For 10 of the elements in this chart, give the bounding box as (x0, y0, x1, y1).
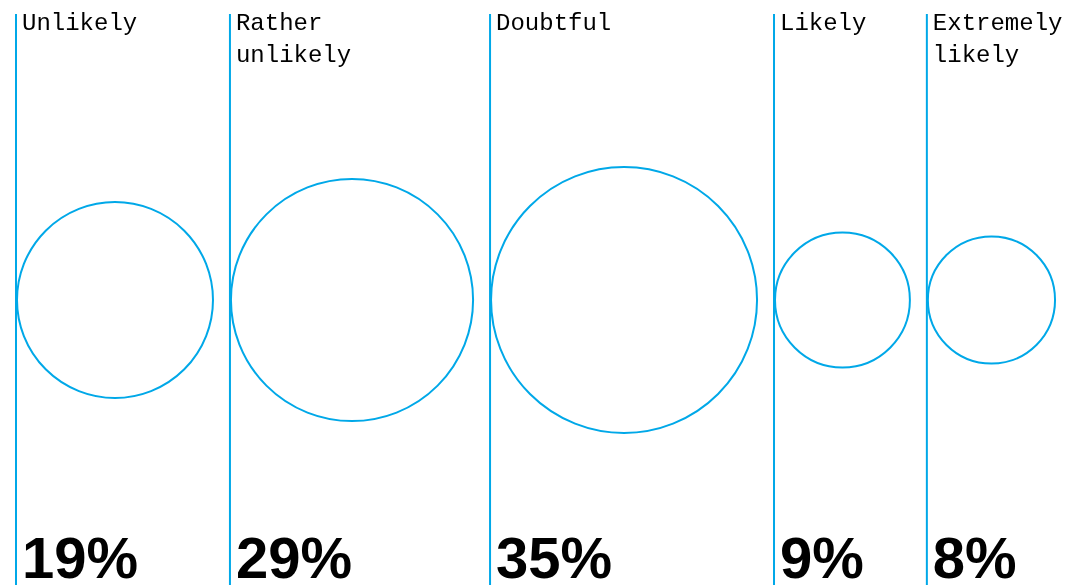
category-label: Rather unlikely (235, 10, 352, 70)
category-label: Doubtful (496, 10, 612, 38)
category-label: Unlikely (22, 10, 138, 38)
data-label: 19% (22, 525, 139, 585)
data-label: 29% (235, 525, 353, 585)
category-label: Likely (780, 10, 867, 38)
category-label: Extremely likely (932, 10, 1063, 70)
data-label: 35% (496, 525, 613, 585)
data-label: 8% (932, 525, 1017, 585)
data-label: 9% (780, 525, 864, 585)
